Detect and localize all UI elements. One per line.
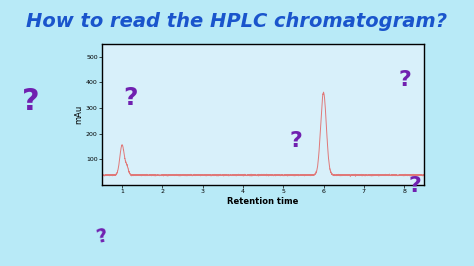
Text: ?: ? [123,86,137,110]
Text: How to read the HPLC chromatogram?: How to read the HPLC chromatogram? [27,12,447,31]
Text: ?: ? [408,176,421,196]
Text: ?: ? [94,226,109,247]
X-axis label: Retention time: Retention time [228,197,299,206]
Text: ?: ? [290,131,303,151]
Y-axis label: mAu: mAu [74,105,83,124]
Text: ?: ? [22,86,40,116]
Text: ?: ? [399,70,412,90]
